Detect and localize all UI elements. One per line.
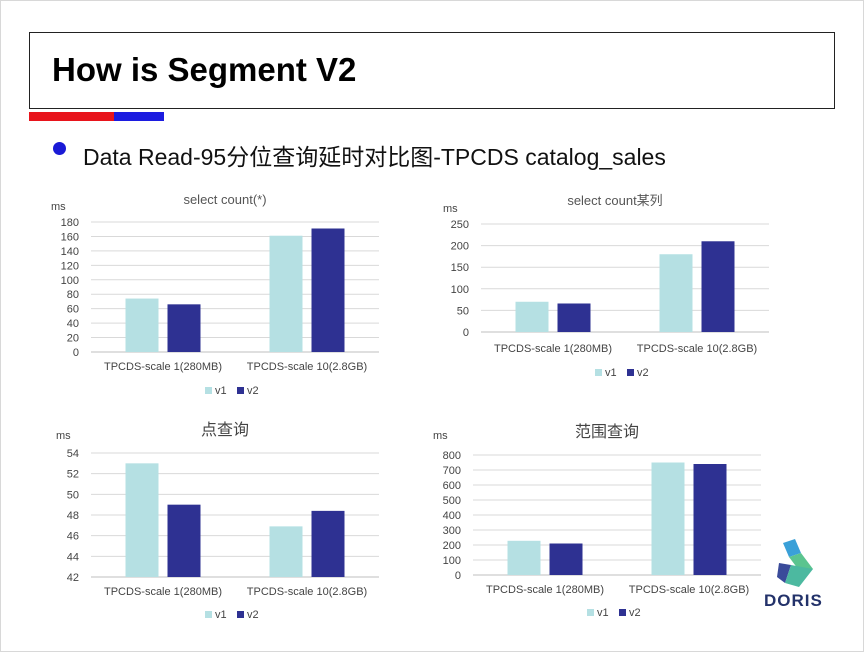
chart-title: select count(*)	[183, 192, 266, 207]
y-tick-label: 120	[61, 260, 79, 272]
bar-v1-2	[269, 526, 303, 577]
x-category-label: TPCDS-scale 1(280MB)	[104, 586, 222, 598]
chart-title: 范围查询	[575, 423, 639, 441]
bar-v2-1	[557, 303, 591, 332]
legend-label-v2: v2	[629, 607, 641, 619]
bar-v1-1	[515, 301, 549, 332]
doris-logo-icon	[777, 539, 813, 587]
bar-v1-2	[651, 462, 685, 575]
bar-v2-2	[311, 510, 345, 577]
legend-label-v2: v2	[247, 609, 259, 621]
legend-label-v1: v1	[597, 607, 609, 619]
legend-label-v1: v1	[605, 367, 617, 379]
y-tick-label: 160	[61, 231, 79, 243]
legend-swatch-v1	[205, 611, 212, 618]
y-tick-label: 50	[67, 489, 79, 501]
bullet-text: Data Read-95分位查询延时对比图-TPCDS catalog_sale…	[83, 144, 666, 170]
y-tick-label: 600	[443, 480, 461, 492]
x-category-label: TPCDS-scale 10(2.8GB)	[247, 361, 367, 373]
bar-v2-2	[693, 464, 727, 575]
y-tick-label: 20	[67, 333, 79, 345]
y-tick-label: 800	[443, 450, 461, 462]
legend-swatch-v1	[205, 387, 212, 394]
y-tick-label: 40	[67, 318, 79, 330]
bar-v2-1	[167, 304, 201, 352]
y-tick-label: 42	[67, 572, 79, 584]
bar-v1-2	[269, 235, 303, 352]
x-category-label: TPCDS-scale 10(2.8GB)	[247, 586, 367, 598]
y-tick-label: 50	[457, 305, 469, 317]
legend-label-v2: v2	[637, 367, 649, 379]
bar-v1-1	[125, 298, 159, 352]
slide-title: How is Segment V2	[52, 51, 357, 88]
y-axis-unit: ms	[443, 203, 458, 215]
legend-swatch-v2	[237, 387, 244, 394]
bar-v1-1	[507, 540, 541, 575]
y-tick-label: 300	[443, 525, 461, 537]
y-tick-label: 0	[463, 327, 469, 339]
chart-select-count-star: select count(*) ms 0 20 40 60 80 100 120 140 160 18…	[51, 192, 379, 397]
bar-v2-2	[311, 228, 345, 352]
y-tick-label: 46	[67, 531, 79, 543]
bullet-icon	[53, 142, 66, 155]
y-tick-label: 0	[455, 570, 461, 582]
logo-text: DORIS	[764, 591, 823, 610]
y-tick-label: 400	[443, 510, 461, 522]
y-tick-label: 500	[443, 495, 461, 507]
accent-bar-blue	[114, 112, 164, 121]
x-category-label: TPCDS-scale 1(280MB)	[494, 343, 612, 355]
y-tick-label: 54	[67, 448, 79, 460]
y-tick-label: 0	[73, 347, 79, 359]
y-tick-label: 150	[451, 262, 469, 274]
y-tick-label: 700	[443, 465, 461, 477]
bar-v2-1	[167, 504, 201, 577]
bar-v2-2	[701, 241, 735, 332]
chart-range-query: 范围查询 ms 0 100 200 300 400 500 600 700 800 TPCDS-sca…	[433, 423, 761, 619]
legend-label-v1: v1	[215, 609, 227, 621]
x-category-label: TPCDS-scale 1(280MB)	[486, 584, 604, 596]
x-category-label: TPCDS-scale 10(2.8GB)	[637, 343, 757, 355]
y-tick-label: 140	[61, 246, 79, 258]
title-box: How is Segment V2	[29, 32, 835, 109]
y-tick-label: 100	[451, 284, 469, 296]
y-tick-label: 200	[443, 540, 461, 552]
y-axis-unit: ms	[51, 201, 66, 213]
y-tick-label: 52	[67, 469, 79, 481]
y-tick-label: 250	[451, 219, 469, 231]
y-tick-label: 80	[67, 289, 79, 301]
y-tick-label: 200	[451, 241, 469, 253]
chart-title: 点查询	[201, 421, 249, 439]
y-tick-label: 48	[67, 510, 79, 522]
y-tick-label: 44	[67, 551, 79, 563]
bar-v2-1	[549, 543, 583, 575]
legend-label-v1: v1	[215, 385, 227, 397]
y-tick-label: 60	[67, 304, 79, 316]
legend-swatch-v1	[587, 609, 594, 616]
chart-point-query: 点查询 ms 42 44 46 48 50 52 54 TPCDS-scale 1(280MB) T…	[56, 421, 379, 621]
x-category-label: TPCDS-scale 1(280MB)	[104, 361, 222, 373]
legend-swatch-v2	[237, 611, 244, 618]
chart-select-count-column: select count某列 ms 0 50 100 150 200 250 TPCDS-sca…	[443, 193, 769, 379]
bar-v1-2	[659, 254, 693, 332]
x-category-label: TPCDS-scale 10(2.8GB)	[629, 584, 749, 596]
y-tick-label: 100	[443, 555, 461, 567]
bar-v1-1	[125, 463, 159, 577]
accent-bar-red	[29, 112, 114, 121]
y-axis-unit: ms	[433, 430, 448, 442]
legend-swatch-v2	[627, 369, 634, 376]
y-axis-unit: ms	[56, 430, 71, 442]
chart-title: select count某列	[567, 193, 662, 208]
legend-label-v2: v2	[247, 385, 259, 397]
legend-swatch-v2	[619, 609, 626, 616]
y-tick-label: 100	[61, 275, 79, 287]
legend-swatch-v1	[595, 369, 602, 376]
y-tick-label: 180	[61, 217, 79, 229]
